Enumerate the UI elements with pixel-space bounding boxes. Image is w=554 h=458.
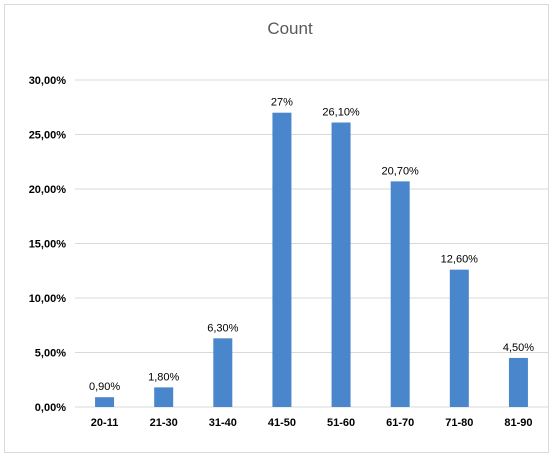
x-tick-label: 20-11 [91, 417, 119, 429]
y-tick-label: 10,00% [29, 293, 67, 305]
y-tick-label: 0,00% [35, 402, 66, 414]
bars [95, 112, 528, 407]
x-tick-label: 61-70 [386, 417, 414, 429]
x-axis-ticks: 20-11 21-30 31-40 41-50 51-60 61-70 71-80 81-90 [91, 417, 533, 429]
data-label: 1,80% [148, 371, 179, 383]
bar [95, 397, 115, 407]
bar [213, 338, 233, 407]
x-tick-label: 31-40 [209, 417, 237, 429]
chart-title: Count [267, 19, 313, 38]
x-tick-label: 71-80 [445, 417, 473, 429]
y-tick-label: 25,00% [29, 130, 67, 142]
data-label: 20,70% [382, 165, 420, 177]
data-label: 4,50% [503, 342, 534, 354]
y-tick-label: 20,00% [29, 184, 67, 196]
data-label: 26,10% [322, 107, 360, 119]
data-label: 0,90% [89, 381, 120, 393]
y-axis-ticks: 0,00% 5,00% 10,00% 15,00% 20,00% 25,00% 30,00% [29, 75, 67, 414]
x-tick-label: 21-30 [150, 417, 178, 429]
bar [272, 112, 292, 407]
data-label: 27% [271, 97, 293, 109]
data-labels: 0,90% 1,80% 6,30% 27% 26,10% 20,70% 12,60% 4,50… [89, 97, 534, 393]
y-tick-label: 15,00% [29, 239, 67, 251]
bar [508, 357, 528, 407]
y-tick-label: 5,00% [35, 348, 66, 360]
data-label: 6,30% [207, 322, 238, 334]
bar [331, 122, 351, 407]
bar [154, 387, 174, 407]
data-label: 12,60% [441, 254, 479, 266]
y-tick-label: 30,00% [29, 75, 67, 87]
bar [390, 181, 410, 407]
bar [449, 269, 469, 407]
gridlines [75, 79, 548, 408]
x-tick-label: 51-60 [327, 417, 355, 429]
x-tick-label: 41-50 [268, 417, 296, 429]
x-tick-label: 81-90 [504, 417, 532, 429]
